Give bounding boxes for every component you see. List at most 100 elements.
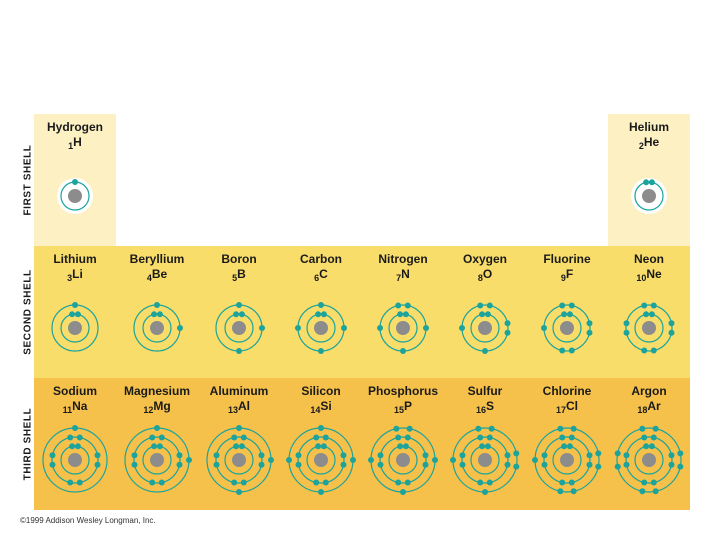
symbol-text: Ne <box>646 267 662 281</box>
electron <box>677 450 684 457</box>
atomic-number: 17 <box>555 405 566 415</box>
element-symbol: 2He <box>608 135 690 151</box>
electron <box>238 311 245 318</box>
nucleus <box>232 321 246 335</box>
atomic-number: 12 <box>143 405 154 415</box>
electron <box>668 461 675 468</box>
element-cell-phosphorus: Phosphorus 15P <box>362 378 444 510</box>
electron <box>459 325 465 331</box>
electron <box>315 443 322 450</box>
bohr-model <box>623 302 675 354</box>
shell-ring-2 <box>461 436 509 484</box>
electron <box>513 450 520 457</box>
element-cell-helium: Helium 2He <box>608 114 690 246</box>
element-name: Hydrogen <box>46 120 103 134</box>
electron <box>595 450 602 457</box>
element-name: Fluorine <box>543 252 591 266</box>
electron <box>315 311 322 318</box>
atomic-number: 14 <box>310 405 321 415</box>
nucleus <box>68 453 82 467</box>
nucleus <box>396 321 410 335</box>
electron <box>566 443 573 450</box>
electron <box>213 461 220 468</box>
electron <box>652 488 659 495</box>
atomic-number: 2 <box>638 141 644 151</box>
shell-ring-2 <box>625 436 673 484</box>
electron <box>559 434 566 441</box>
electron <box>623 461 630 468</box>
electron <box>482 348 488 354</box>
electron <box>650 479 657 486</box>
electron <box>641 434 648 441</box>
electron <box>541 452 548 459</box>
electron <box>639 425 646 432</box>
electron <box>623 452 630 459</box>
electron <box>397 443 404 450</box>
electron <box>643 179 650 186</box>
electron <box>350 457 356 463</box>
electron <box>648 443 655 450</box>
symbol-text: Al <box>238 399 250 413</box>
symbol-text: Cl <box>566 399 578 413</box>
electron <box>156 443 163 450</box>
electron <box>151 443 158 450</box>
nucleus <box>314 321 328 335</box>
element-cell-argon: Argon 18Ar <box>608 378 690 510</box>
symbol-text: Mg <box>153 399 171 413</box>
shell-ring-2 <box>51 436 99 484</box>
electron <box>67 434 74 441</box>
electron <box>623 320 630 327</box>
copyright-notice: ©1999 Addison Wesley Longman, Inc. <box>20 516 156 525</box>
symbol-text: H <box>73 135 82 149</box>
electron <box>650 434 657 441</box>
electron <box>652 425 659 432</box>
electron <box>586 320 593 327</box>
atomic-number: 13 <box>227 405 238 415</box>
shell-ring-2 <box>543 436 591 484</box>
element-name: Argon <box>631 384 667 398</box>
element-symbol: 6C <box>280 267 362 283</box>
electron <box>532 457 538 463</box>
atomic-number: 3 <box>67 273 73 283</box>
electron <box>67 479 74 486</box>
symbol-text: P <box>404 399 413 413</box>
electron <box>459 452 466 459</box>
element-symbol: 15P <box>362 399 444 415</box>
shell-ring-2 <box>297 436 345 484</box>
bohr-model <box>51 302 99 352</box>
element-symbol: 9F <box>526 267 608 283</box>
shell-ring-2 <box>133 436 181 484</box>
electron <box>586 461 593 468</box>
electron <box>677 463 684 470</box>
electron <box>595 463 602 470</box>
electron <box>295 325 301 331</box>
element-cell-chlorine: Chlorine 17Cl <box>526 378 608 510</box>
shell-ring-2 <box>379 436 427 484</box>
bohr-model <box>295 302 347 354</box>
element-symbol: 4Be <box>116 267 198 283</box>
element-symbol: 18Ar <box>608 399 690 415</box>
electron <box>72 179 78 185</box>
bohr-model <box>532 425 602 495</box>
electron <box>149 434 156 441</box>
electron <box>393 425 400 432</box>
bohr-model <box>631 178 667 214</box>
bohr-model <box>377 302 429 354</box>
bohr-model <box>215 302 265 354</box>
atomic-number: 9 <box>560 273 566 283</box>
element-name: Sulfur <box>467 384 503 398</box>
electron <box>568 347 575 354</box>
element-cell-carbon: Carbon 6C <box>280 246 362 378</box>
electron <box>320 311 327 318</box>
electron <box>236 302 242 308</box>
bohr-model <box>286 425 356 495</box>
electron <box>406 425 413 432</box>
electron <box>450 457 456 463</box>
element-symbol: 1H <box>34 135 116 151</box>
atomic-number: 18 <box>637 405 648 415</box>
electron <box>586 452 593 459</box>
electron <box>72 302 78 308</box>
symbol-text: F <box>565 267 574 281</box>
element-symbol: 11Na <box>34 399 116 415</box>
electron <box>641 302 648 309</box>
